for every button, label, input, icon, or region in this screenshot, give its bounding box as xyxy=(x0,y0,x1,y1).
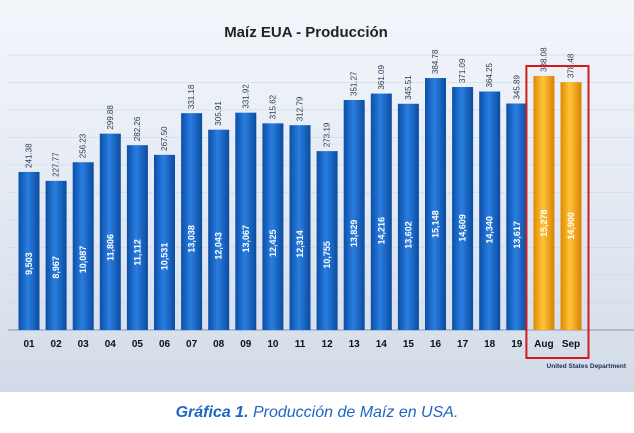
x-tick-Aug: Aug xyxy=(534,339,553,350)
inner-label-14: 14,216 xyxy=(376,217,386,245)
inner-label-Sep: 14,900 xyxy=(566,212,576,240)
caption-text: Producción de Maíz en USA. xyxy=(248,404,459,421)
inner-label-03: 10,087 xyxy=(78,246,88,274)
bar-07 xyxy=(181,113,203,331)
bar-chart: 241.38 9,503 01 227.77 8,967 02 256.23 10,087 03… xyxy=(8,24,634,370)
bar-08 xyxy=(208,129,230,330)
bar-01 xyxy=(18,171,40,330)
value-label-08: 305.91 xyxy=(214,101,223,126)
value-label-11: 312.79 xyxy=(296,96,305,121)
bar-17 xyxy=(452,87,474,330)
inner-label-13: 13,829 xyxy=(349,220,359,248)
value-label-16: 384.78 xyxy=(431,49,440,74)
inner-label-17: 14,609 xyxy=(458,214,468,242)
inner-label-09: 13,067 xyxy=(241,225,251,253)
inner-label-15: 13,602 xyxy=(403,221,413,249)
x-tick-Sep: Sep xyxy=(562,339,580,350)
inner-label-12: 10,755 xyxy=(322,241,332,269)
bar-06 xyxy=(154,154,175,330)
value-label-18: 364.25 xyxy=(485,62,494,87)
value-label-13: 351.27 xyxy=(350,71,359,96)
x-tick-16: 16 xyxy=(430,339,442,350)
bar-16 xyxy=(425,78,446,330)
value-label-02: 227.77 xyxy=(52,152,61,177)
inner-label-06: 10,531 xyxy=(160,243,170,271)
x-tick-05: 05 xyxy=(132,339,144,350)
x-tick-13: 13 xyxy=(349,339,361,350)
x-tick-07: 07 xyxy=(186,339,198,350)
chart-title: Maíz EUA - Producción xyxy=(224,24,388,41)
bar-Aug xyxy=(533,75,555,331)
value-label-10: 315.62 xyxy=(268,94,277,119)
source-note: United States Department xyxy=(547,363,627,370)
bar-13 xyxy=(343,100,365,330)
inner-label-11: 12,314 xyxy=(295,230,305,258)
value-label-04: 299.88 xyxy=(106,105,115,130)
bar-05 xyxy=(126,145,148,330)
inner-label-07: 13,038 xyxy=(187,225,197,253)
value-label-07: 331.18 xyxy=(187,84,196,109)
x-tick-19: 19 xyxy=(511,339,523,350)
inner-label-19: 13,617 xyxy=(512,221,522,249)
x-tick-09: 09 xyxy=(240,339,252,350)
x-tick-01: 01 xyxy=(23,339,35,350)
bar-Sep xyxy=(560,82,582,330)
bar-18 xyxy=(479,91,501,330)
value-label-05: 282.26 xyxy=(133,116,142,141)
inner-label-Aug: 15,278 xyxy=(539,210,549,238)
bar-04 xyxy=(99,133,121,330)
x-tick-12: 12 xyxy=(322,339,334,350)
inner-label-08: 12,043 xyxy=(214,232,224,260)
bar-14 xyxy=(370,93,392,330)
value-label-03: 256.23 xyxy=(79,133,88,158)
bar-09 xyxy=(235,112,257,331)
inner-label-01: 9,503 xyxy=(24,252,34,275)
inner-label-10: 12,425 xyxy=(268,229,278,257)
bar-15 xyxy=(397,103,419,330)
x-tick-15: 15 xyxy=(403,339,415,350)
value-label-14: 361.09 xyxy=(377,65,386,90)
x-tick-11: 11 xyxy=(295,339,306,350)
value-label-15: 345.51 xyxy=(404,75,413,100)
inner-label-04: 11,806 xyxy=(105,234,115,261)
bar-11 xyxy=(289,125,311,330)
bar-12 xyxy=(316,151,338,330)
value-label-17: 371.09 xyxy=(458,58,467,83)
x-tick-06: 06 xyxy=(159,339,171,350)
x-tick-10: 10 xyxy=(267,339,279,350)
value-label-19: 345.89 xyxy=(512,75,521,100)
x-tick-14: 14 xyxy=(376,339,388,350)
value-label-01: 241.38 xyxy=(25,143,34,168)
bar-19 xyxy=(506,103,528,330)
x-tick-04: 04 xyxy=(105,339,117,350)
figure-caption: Gráfica 1. Producción de Maíz en USA. xyxy=(0,404,634,422)
inner-label-16: 15,148 xyxy=(431,210,441,238)
inner-label-02: 8,967 xyxy=(51,256,61,279)
highlight-box xyxy=(525,65,590,359)
inner-label-05: 11,112 xyxy=(132,239,142,266)
x-tick-18: 18 xyxy=(484,339,496,350)
inner-label-18: 14,340 xyxy=(485,216,495,244)
bar-03 xyxy=(72,162,94,330)
value-label-06: 267.50 xyxy=(160,126,169,151)
chart-panel: 241.38 9,503 01 227.77 8,967 02 256.23 10,087 03… xyxy=(0,0,634,392)
bar-02 xyxy=(45,180,67,330)
caption-label: Gráfica 1. xyxy=(175,404,249,421)
bar-10 xyxy=(262,123,284,330)
x-tick-02: 02 xyxy=(51,339,63,350)
x-tick-03: 03 xyxy=(78,339,90,350)
value-label-09: 331.92 xyxy=(241,84,250,109)
value-label-12: 273.19 xyxy=(323,122,332,147)
value-label-Aug: 388.08 xyxy=(539,47,548,72)
x-tick-17: 17 xyxy=(457,339,469,350)
x-tick-08: 08 xyxy=(213,339,225,350)
